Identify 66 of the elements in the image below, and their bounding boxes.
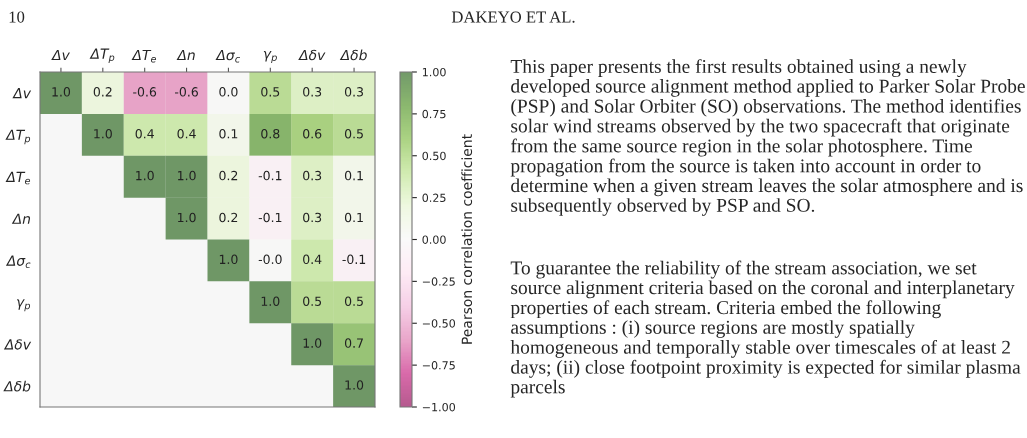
y-tick-label: Δδb bbox=[3, 380, 31, 392]
color-bar-label: −0.25 bbox=[422, 277, 455, 286]
y-tick-label: Δv bbox=[12, 88, 32, 99]
data-label: 0.5 bbox=[261, 87, 280, 97]
data-label: 1.0 bbox=[178, 212, 196, 223]
x-tick-label: Δδb bbox=[339, 49, 367, 61]
y-tick-label: ΔT$_{p}$ bbox=[5, 129, 31, 145]
y-tick-label: Δδv bbox=[3, 339, 32, 350]
data-label: -0.6 bbox=[133, 87, 157, 97]
color-bar-label: −0.50 bbox=[422, 319, 456, 328]
data-label: 0.2 bbox=[93, 87, 112, 97]
data-label: 1.0 bbox=[52, 87, 71, 97]
data-label: 0.7 bbox=[344, 338, 363, 348]
color-bar-label: −0.75 bbox=[422, 361, 455, 370]
data-label: 0.0 bbox=[219, 87, 238, 97]
data-label: 0.1 bbox=[344, 170, 363, 181]
data-label: 1.0 bbox=[136, 170, 154, 181]
data-label: 1.0 bbox=[303, 338, 322, 348]
x-tick-label: ΔT$_{e}$ bbox=[131, 49, 157, 63]
y-tick-label: Δn bbox=[11, 213, 31, 224]
data-label: 0.2 bbox=[219, 170, 238, 181]
data-label: 0.3 bbox=[344, 87, 363, 97]
data-label: -0.1 bbox=[258, 170, 282, 181]
data-label: -0.1 bbox=[258, 212, 282, 223]
data-label: 0.4 bbox=[177, 128, 196, 139]
data-label: 0.4 bbox=[135, 128, 154, 139]
data-label: 0.3 bbox=[303, 170, 322, 181]
x-tick-label: ΔT$_{p}$ bbox=[89, 48, 115, 63]
data-label: 1.0 bbox=[219, 254, 238, 265]
data-label: 0.5 bbox=[344, 296, 363, 306]
data-label: 1.0 bbox=[261, 296, 280, 306]
color-bar-label: 0.00 bbox=[422, 235, 446, 244]
text: To guarantee the reliability of the stream association, we set source alignment criteria based on the coronal and interplanetary properties of each stream. Criteria embed the following assumptions : (i) source regions are mostly spatially homogeneous and temporally stable over timescales of at least 2 days; (ii) close footpoint proximity is expected for similar plasma parcels bbox=[510, 260, 1021, 398]
y-tick-label: Δσ$_{c}$ bbox=[5, 255, 31, 269]
data-label: 1.0 bbox=[345, 380, 364, 390]
data-label: 0.2 bbox=[219, 212, 238, 223]
color-bar-label: 0.25 bbox=[422, 193, 446, 202]
color-bar-title: Pearson correlation coefficient bbox=[461, 134, 473, 344]
y-tick-label: ΔT$_{e}$ bbox=[5, 171, 31, 185]
x-tick-label: Δn bbox=[176, 49, 195, 61]
x-tick-label: Δσ$_{c}$ bbox=[215, 49, 240, 63]
x-tick-label: γ$_{p}$ bbox=[263, 51, 277, 63]
data-label: 0.4 bbox=[303, 254, 322, 265]
data-label: -0.1 bbox=[342, 254, 366, 265]
data-label: 0.3 bbox=[303, 212, 322, 223]
x-tick-label: Δv bbox=[51, 49, 70, 61]
data-label: 0.8 bbox=[261, 128, 280, 139]
data-label: -0.0 bbox=[258, 254, 282, 265]
data-label: 0.5 bbox=[303, 296, 322, 306]
color-bar-label: 0.75 bbox=[422, 109, 446, 119]
color-bar-label: −1.00 bbox=[422, 402, 456, 412]
color-bar-label: 0.50 bbox=[422, 151, 446, 161]
text: 10 bbox=[9, 11, 25, 23]
data-label: 0.5 bbox=[344, 128, 363, 139]
data-label: 1.0 bbox=[178, 170, 196, 181]
data-label: 0.6 bbox=[303, 128, 322, 139]
x-tick-label: Δδv bbox=[298, 49, 326, 61]
data-label: 1.0 bbox=[94, 128, 112, 139]
text: This paper presents the first results obtained using a newly developed source alignment method applied to Parker Solar Probe (PSP) and Solar Orbiter (SO) observations. The method identifies solar wind streams observed by the two spacecraft that originate from the same source region in the solar photosphere. Time propagation from the source is taken into account in order to determine when a given stream leaves the solar atmosphere and is subsequently observed by PSP and SO. bbox=[510, 59, 1025, 216]
text: DAKEYO ET AL. bbox=[451, 11, 575, 23]
data-label: -0.6 bbox=[174, 87, 198, 97]
data-label: 0.1 bbox=[219, 128, 238, 139]
data-label: 0.1 bbox=[344, 212, 363, 223]
y-tick-label: γ$_{p}$ bbox=[17, 299, 31, 312]
data-label: 0.3 bbox=[303, 87, 322, 97]
color-bar-label: 1.00 bbox=[422, 67, 446, 77]
